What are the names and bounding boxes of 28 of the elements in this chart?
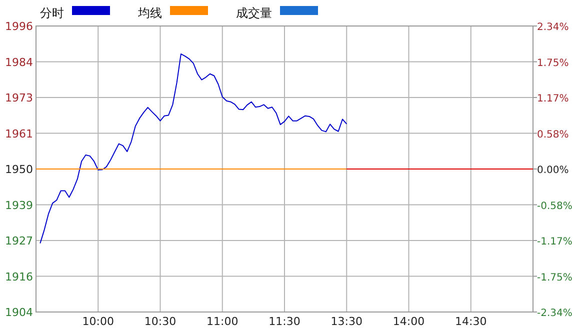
y2-tick-label: 1.17%	[537, 94, 569, 104]
x-tick-label: 10:30	[144, 315, 176, 328]
x-tick-label: 11:00	[206, 315, 238, 328]
x-tick-label: 10:00	[82, 315, 114, 328]
y-tick-label: 1961	[5, 127, 33, 140]
y2-tick-label: 0.58%	[537, 129, 569, 140]
y-tick-label: 1973	[5, 92, 33, 104]
x-tick-label: 14:00	[392, 315, 425, 328]
y-tick-label: 1927	[5, 234, 33, 248]
y2-tick-label: -2.34%	[537, 308, 572, 319]
y2-tick-label: -0.58%	[537, 200, 572, 212]
y2-tick-label: -1.17%	[537, 236, 572, 248]
y-tick-label: 1996	[5, 20, 33, 33]
y2-tick-label: 1.75%	[537, 58, 569, 69]
y-tick-label: 1984	[5, 56, 33, 69]
y-tick-label: 1904	[5, 306, 33, 319]
y-tick-label: 1950	[5, 163, 33, 176]
x-tick-label: 14:30	[455, 315, 487, 328]
y2-tick-label: -1.75%	[537, 272, 572, 284]
legend-label: 均线	[137, 6, 162, 20]
legend-label: 分时	[40, 6, 64, 20]
y2-tick-label: 2.34%	[537, 22, 569, 33]
y-tick-label: 1916	[5, 270, 33, 284]
y-tick-label: 1939	[5, 198, 33, 212]
legend-label: 成交量	[236, 6, 272, 20]
y2-tick-label: 0.00%	[537, 165, 569, 176]
x-tick-label: 13:30	[330, 315, 362, 328]
x-tick-label: 11:30	[268, 315, 300, 328]
